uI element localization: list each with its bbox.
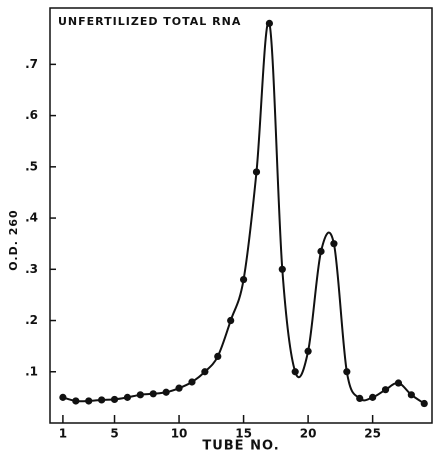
data-point xyxy=(239,275,248,284)
x-axis-label: TUBE NO. xyxy=(202,439,279,454)
y-tick-label: .2 xyxy=(25,313,38,327)
x-tick-label: 10 xyxy=(171,427,188,441)
data-point xyxy=(356,394,364,403)
data-point xyxy=(123,393,132,401)
data-point xyxy=(149,390,157,398)
x-tick-label: 5 xyxy=(110,427,118,441)
data-point xyxy=(394,379,403,387)
x-tick-label: 20 xyxy=(300,427,317,441)
x-tick-label: 1 xyxy=(59,427,67,441)
data-line xyxy=(62,20,425,405)
data-point xyxy=(330,240,338,248)
data-point xyxy=(85,397,93,405)
data-point xyxy=(304,347,312,355)
y-tick-label: .1 xyxy=(25,364,38,378)
data-point xyxy=(381,386,390,394)
data-point xyxy=(214,352,222,360)
data-point xyxy=(343,368,351,376)
y-tick-label: .3 xyxy=(25,262,38,276)
data-point xyxy=(136,391,144,399)
data-point xyxy=(110,395,119,404)
data-point xyxy=(369,393,377,401)
x-tick-label: 25 xyxy=(364,427,381,441)
data-point xyxy=(291,368,299,376)
data-point xyxy=(407,391,415,399)
x-tick-label: 15 xyxy=(235,427,252,441)
data-point xyxy=(72,397,80,405)
data-point xyxy=(59,393,67,401)
data-point xyxy=(252,168,261,176)
data-point xyxy=(175,384,183,392)
y-tick-label: .4 xyxy=(25,211,38,225)
y-tick-label: .5 xyxy=(25,159,38,173)
data-point xyxy=(420,399,428,408)
y-axis-label: O.D. 260 xyxy=(7,209,20,270)
y-tick-label: .7 xyxy=(25,57,38,71)
chart-title: UNFERTILIZED TOTAL RNA xyxy=(58,15,241,28)
data-point xyxy=(98,396,106,404)
data-point xyxy=(162,388,170,396)
data-point xyxy=(317,247,325,255)
plot-frame xyxy=(49,7,433,424)
data-point xyxy=(188,378,196,386)
y-tick-label: .6 xyxy=(25,108,38,122)
data-point xyxy=(278,265,286,273)
data-point xyxy=(265,19,273,27)
data-point xyxy=(227,316,235,325)
data-point xyxy=(201,368,209,376)
